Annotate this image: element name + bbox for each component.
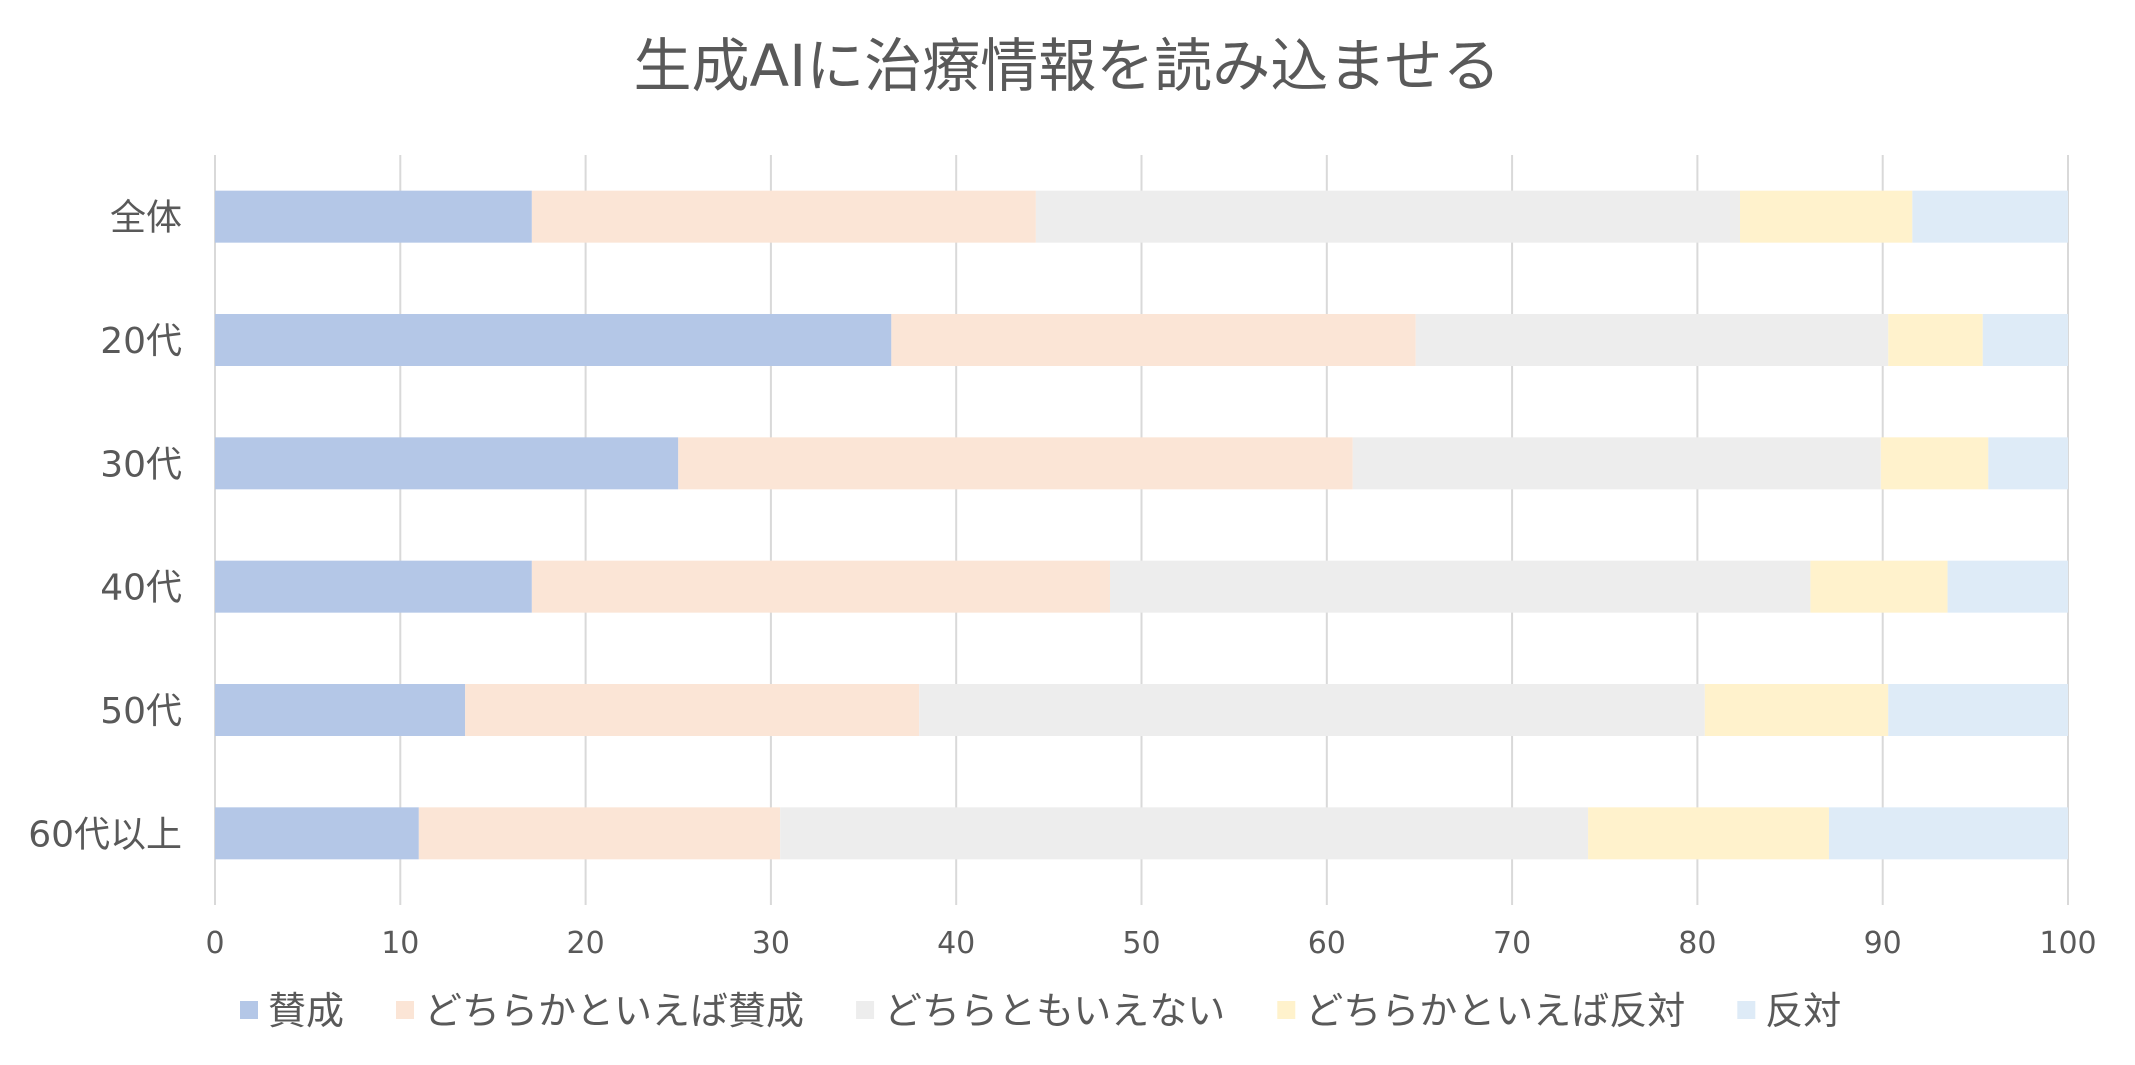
bar-segment [1880,437,1989,490]
bar-segment [1912,190,2068,243]
bar-segment [1828,807,2068,860]
legend-entry: どちらともいえない [884,989,1225,1033]
category-label: 全体 [110,198,182,239]
bar-segment [215,314,892,366]
legend-swatch [1277,1001,1296,1019]
bar-segment [1740,190,1913,243]
x-tick-label: 90 [1864,926,1902,961]
legend-swatch [856,1001,875,1019]
bar-segment [780,807,1589,860]
legend-swatch [1737,1001,1756,1019]
legend-swatch [240,1001,258,1019]
category-axis: 全体 20代 30代 40代 50代 60代以上 [28,198,182,856]
bar-segment [891,314,1416,366]
bar-segment [418,807,781,860]
bar-segment [1109,560,1811,613]
legend-entry: どちらかといえば賛成 [424,989,804,1033]
bar-segment [1810,560,1948,613]
bars [215,190,2068,860]
category-label: 40代 [100,568,182,609]
bar-segment [215,560,532,613]
bar-segment [531,560,1110,613]
bar-segment [678,437,1353,490]
x-tick-label: 80 [1678,926,1716,961]
bar-segment [531,190,1036,243]
bar-segment [1947,560,2068,613]
category-label: 30代 [100,444,182,485]
x-tick-label: 20 [567,926,605,961]
x-tick-label: 60 [1308,926,1346,961]
category-label: 50代 [100,691,182,732]
bar-segment [1035,190,1741,243]
bar-segment [1982,314,2068,366]
x-tick-label: 10 [381,926,419,961]
chart-title: 生成AIに治療情報を読み込ませる [633,32,1500,100]
x-tick-label: 0 [205,926,224,961]
bar-segment [215,684,466,736]
x-tick-label: 70 [1493,926,1531,961]
legend-entry: 反対 [1765,989,1841,1033]
bar-segment [215,807,419,860]
bar-segment [1352,437,1881,490]
legend-swatch [396,1001,415,1019]
bar-segment [1888,684,2068,736]
category-label: 60代以上 [28,814,182,855]
legend: 賛成 どちらかといえば賛成 どちらともいえない どちらかといえば反対 反対 [240,989,1841,1033]
legend-entry: どちらかといえば反対 [1305,989,1685,1033]
bar-segment [215,190,532,243]
x-tick-label: 100 [2039,926,2096,961]
bar-segment [919,684,1705,736]
bar-segment [465,684,920,736]
bar-segment [1704,684,1889,736]
bar-segment [1415,314,1889,366]
bar-segment [1988,437,2068,490]
bar-segment [215,437,679,490]
x-tick-label: 40 [937,926,975,961]
bar-segment [1588,807,1829,860]
x-tick-label: 30 [752,926,790,961]
x-tick-label: 50 [1122,926,1160,961]
gridlines [214,155,2069,905]
category-label: 20代 [100,321,182,362]
value-axis: 0 10 20 30 40 50 60 70 80 90 100 [205,926,2096,961]
legend-entry: 賛成 [268,989,344,1033]
bar-segment [1888,314,1983,366]
